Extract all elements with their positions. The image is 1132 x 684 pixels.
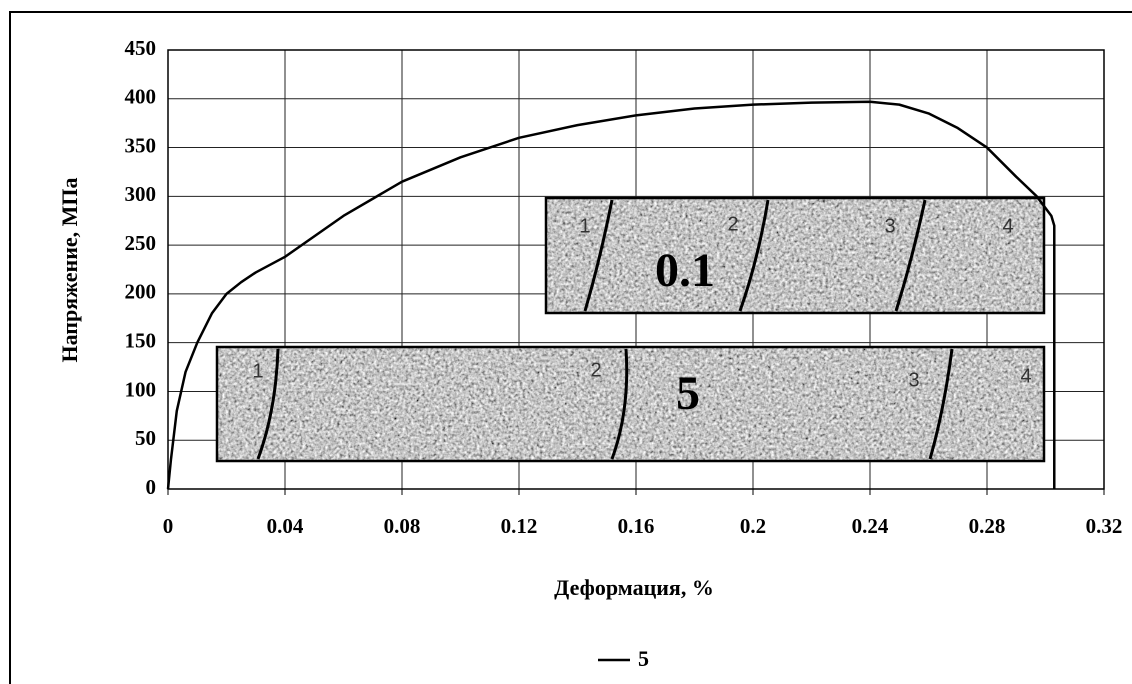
- series-line: [166, 100, 1056, 490]
- y-tick-label: 200: [125, 280, 157, 304]
- zone-label: 4: [1020, 365, 1031, 387]
- micrograph-inset: 1 2 3 4 5: [215, 345, 1046, 463]
- insets: 1 2 3 4 0.1 1 2 3 4 5: [215, 196, 1046, 463]
- zone-label: 1: [252, 360, 263, 382]
- micrograph-inset: 1 2 3 4 0.1: [544, 196, 1046, 315]
- zone-label: 2: [727, 213, 738, 235]
- y-axis-title: Напряжение, МПа: [57, 177, 82, 362]
- x-tick-label: 0.08: [384, 514, 421, 538]
- y-tick-label: 50: [135, 426, 156, 450]
- zone-boundary: [894, 199, 927, 312]
- legend-label: 5: [638, 646, 649, 671]
- inset-border: [215, 345, 1046, 463]
- zone-label: 3: [884, 215, 895, 237]
- x-tick-label: 0.24: [852, 514, 889, 538]
- zone-boundary: [928, 348, 954, 460]
- zone-label: 4: [1002, 215, 1013, 237]
- zone-label: 1: [579, 215, 590, 237]
- inset-label: 5: [676, 367, 700, 420]
- y-tick-label: 450: [125, 36, 157, 60]
- x-tick-label: 0.28: [969, 514, 1006, 538]
- inset-label: 0.1: [655, 244, 715, 297]
- x-axis-title: Деформация, %: [554, 575, 714, 600]
- zone-boundary: [583, 199, 614, 312]
- x-tick-label: 0: [163, 514, 174, 538]
- marks: [166, 100, 1056, 490]
- x-tick-label: 0.32: [1086, 514, 1123, 538]
- x-tick-label: 0.16: [618, 514, 655, 538]
- inset-border: [544, 196, 1046, 315]
- y-tick-label: 150: [125, 328, 157, 352]
- y-tick-label: 300: [125, 182, 157, 206]
- zone-boundary: [256, 348, 280, 460]
- zone-label: 2: [590, 359, 601, 381]
- y-tick-label: 100: [125, 377, 157, 401]
- y-tick-label: 0: [146, 475, 157, 499]
- frame: [9, 11, 1132, 684]
- micrograph-texture: [217, 347, 1044, 461]
- x-tick-label: 0.2: [740, 514, 766, 538]
- x-tick-label: 0.12: [501, 514, 538, 538]
- x-tick-label: 0.04: [267, 514, 304, 538]
- micrograph-texture: [546, 198, 1044, 313]
- zone-label: 3: [908, 369, 919, 391]
- y-tick-label: 400: [125, 85, 157, 109]
- y-tick-label: 250: [125, 231, 157, 255]
- zone-boundary: [610, 348, 629, 460]
- y-tick-label: 350: [125, 133, 157, 157]
- zone-boundary: [738, 199, 770, 312]
- plot-border: [167, 49, 1105, 490]
